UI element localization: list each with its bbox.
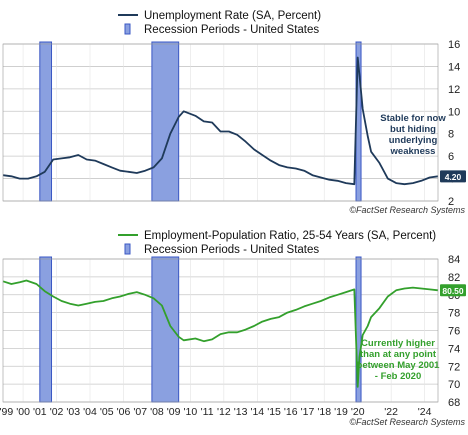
y-tick-label: 82 xyxy=(448,272,460,284)
y-tick-label: 8 xyxy=(448,129,454,141)
plot-frame xyxy=(2,43,439,202)
x-tick-label: '99 xyxy=(0,406,13,418)
last-value-label: 80.50 xyxy=(442,286,464,296)
annotation-text: weakness xyxy=(390,146,436,157)
y-tick-label: 12 xyxy=(448,84,460,96)
x-tick-label: '01 xyxy=(33,406,47,418)
annotation-text: between May 2001 xyxy=(357,360,441,371)
y-tick-label: 70 xyxy=(448,379,460,391)
y-tick-label: 68 xyxy=(448,397,460,409)
annotation-text: - Feb 2020 xyxy=(375,371,421,382)
source-label: ©FactSet Research Systems xyxy=(349,205,465,215)
last-value-box xyxy=(440,284,466,297)
source-label: ©FactSet Research Systems xyxy=(349,417,465,427)
x-tick-label: '14 xyxy=(250,406,264,418)
x-tick-label: '03 xyxy=(66,406,80,418)
annotation-text: Currently higher xyxy=(361,338,435,349)
series-line xyxy=(2,56,439,186)
annotation-text: but hiding xyxy=(390,124,436,135)
annotation-text: than at any point xyxy=(360,349,437,360)
x-tick-label: '15 xyxy=(267,406,281,418)
x-tick-label: '24 xyxy=(418,406,432,418)
recession-band xyxy=(39,41,53,202)
x-tick-label: '18 xyxy=(317,406,331,418)
y-tick-label: 74 xyxy=(448,343,460,355)
x-tick-label: '04 xyxy=(83,406,97,418)
x-tick-label: '00 xyxy=(16,406,30,418)
last-value-label: 4.20 xyxy=(445,172,462,182)
legend-label: Unemployment Rate (SA, Percent) xyxy=(144,10,321,22)
x-tick-label: '12 xyxy=(217,406,231,418)
series-line xyxy=(2,279,439,388)
x-tick-label: '17 xyxy=(301,406,315,418)
y-tick-label: 16 xyxy=(448,39,460,51)
legend-swatch-recession xyxy=(124,23,131,35)
x-tick-label: '07 xyxy=(133,406,147,418)
y-tick-label: 10 xyxy=(448,106,460,118)
annotation-text: underlying xyxy=(389,135,438,146)
x-tick-label: '09 xyxy=(167,406,181,418)
x-tick-label: '13 xyxy=(234,406,248,418)
y-tick-label: 78 xyxy=(448,308,460,320)
x-tick-label: '10 xyxy=(184,406,198,418)
y-tick-label: 6 xyxy=(448,151,454,163)
y-tick-label: 72 xyxy=(448,361,460,373)
x-tick-label: '05 xyxy=(100,406,114,418)
legend-label: Recession Periods - United States xyxy=(144,244,319,256)
x-tick-label: '06 xyxy=(117,406,131,418)
x-tick-label: '08 xyxy=(150,406,164,418)
y-tick-label: 76 xyxy=(448,326,460,338)
x-tick-label: '19 xyxy=(334,406,348,418)
recession-band xyxy=(151,41,180,202)
y-tick-label: 84 xyxy=(448,254,460,266)
annotation-text: Stable for now xyxy=(380,113,446,124)
recession-band xyxy=(39,256,53,403)
x-tick-label: '02 xyxy=(50,406,64,418)
y-tick-label: 14 xyxy=(448,61,460,73)
chart-panel-2: 68707274767880828480.50Employment-Popula… xyxy=(0,230,466,427)
legend-swatch-recession xyxy=(124,243,131,255)
y-tick-label: 2 xyxy=(448,196,454,208)
x-tick-label: '20 xyxy=(351,406,365,418)
recession-band xyxy=(151,256,180,403)
x-tick-label: '11 xyxy=(201,406,214,418)
x-tick-label: '16 xyxy=(284,406,298,418)
x-tick-label: '22 xyxy=(384,406,398,418)
legend-label: Employment-Population Ratio, 25-54 Years… xyxy=(144,230,436,242)
plot-frame xyxy=(2,258,439,403)
last-value-box xyxy=(440,170,466,183)
legend-label: Recession Periods - United States xyxy=(144,24,319,36)
